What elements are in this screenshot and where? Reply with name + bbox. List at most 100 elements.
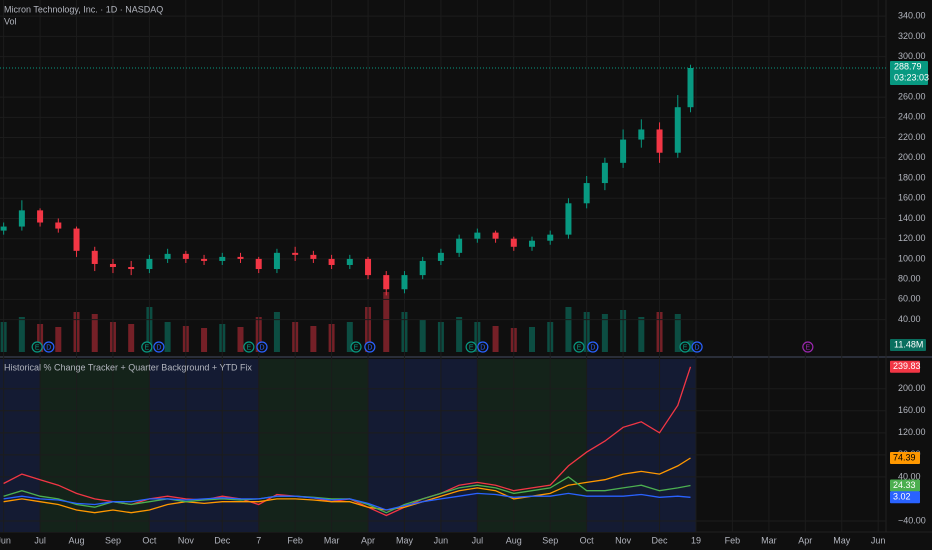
x-tick-label: Dec <box>214 535 231 545</box>
event-marker <box>43 341 55 353</box>
event-label: D <box>590 344 595 351</box>
volume-bar <box>565 307 572 352</box>
volume-bar <box>55 327 62 352</box>
volume-bar <box>529 327 536 352</box>
candle-body <box>73 228 80 251</box>
quarter-band <box>149 359 259 532</box>
volume-bar <box>383 292 390 352</box>
event-label: E <box>806 344 811 351</box>
series-badge-bg <box>890 491 920 504</box>
quarter-band <box>258 359 369 532</box>
volume-bar <box>237 327 244 352</box>
candle-body <box>620 139 627 163</box>
candle-body <box>201 258 208 261</box>
event-marker <box>587 341 599 353</box>
volume-label: Vol <box>4 16 17 26</box>
y-tick-label: −40.00 <box>898 515 926 525</box>
x-tick-label: Mar <box>324 535 340 545</box>
candle-body <box>456 238 463 253</box>
x-tick-label: Mar <box>761 535 777 545</box>
series-badge-bg <box>890 451 920 464</box>
x-tick-label: Oct <box>142 535 157 545</box>
event-marker <box>364 341 376 353</box>
x-tick-label: Jul <box>34 535 46 545</box>
candle-body <box>529 240 536 247</box>
event-marker <box>350 341 362 353</box>
series-badge: 24.33 <box>893 480 916 490</box>
series-badge: 74.39 <box>893 452 916 462</box>
labels: Micron Technology, Inc. · 1D · NASDAQ Vo… <box>0 4 929 545</box>
event-label: E <box>683 344 688 351</box>
x-tick-label: Apr <box>798 535 812 545</box>
x-tick-label: Jun <box>871 535 886 545</box>
x-tick-label: May <box>833 535 851 545</box>
x-tick-label: 7 <box>256 535 261 545</box>
volume-bar <box>273 312 280 352</box>
countdown: 03:23:03 <box>894 72 929 82</box>
series-line <box>3 492 691 511</box>
volume-bar <box>128 324 135 352</box>
volume-bar <box>346 322 353 352</box>
candle-body <box>91 250 98 264</box>
x-tick-label: Sep <box>542 535 558 545</box>
event-marker <box>153 341 165 353</box>
event-label: D <box>46 344 51 351</box>
event-label: E <box>577 344 582 351</box>
candle-body <box>638 129 645 140</box>
event-label: D <box>367 344 372 351</box>
last-price: 288.79 <box>894 61 922 71</box>
y-tick-label: 180.00 <box>898 172 926 182</box>
event-marker <box>573 341 585 353</box>
x-tick-label: Sep <box>105 535 121 545</box>
volume-badge-bg <box>890 339 926 351</box>
x-tick-label: Jun <box>0 535 11 545</box>
quarter-band <box>0 359 41 532</box>
x-tick-label: 19 <box>691 535 701 545</box>
grid <box>0 0 886 532</box>
event-marker <box>477 341 489 353</box>
y-tick-label: 260.00 <box>898 91 926 101</box>
x-tick-label: Aug <box>506 535 522 545</box>
volume-badge: 11.48M <box>894 339 923 349</box>
candle-body <box>109 263 116 268</box>
event-label: E <box>354 344 359 351</box>
y-tick-label: 120.00 <box>898 427 926 437</box>
candle-body <box>674 107 681 153</box>
volume-bar <box>456 317 463 352</box>
event-label: D <box>259 344 264 351</box>
marks <box>0 64 886 517</box>
candle-body <box>219 256 226 261</box>
x-tick-label: Oct <box>580 535 595 545</box>
x-tick-label: Jun <box>434 535 449 545</box>
backgrounds <box>0 292 696 532</box>
candle-body <box>401 275 408 290</box>
candle-body <box>656 129 663 153</box>
last-price-bg <box>890 60 928 85</box>
y-tick-label: 140.00 <box>898 213 926 223</box>
volume-bar <box>601 314 608 352</box>
candle-body <box>292 252 299 255</box>
volume-bar <box>164 322 171 352</box>
candle-body <box>510 238 517 247</box>
candle-body <box>18 210 25 227</box>
candle-body <box>37 210 44 223</box>
candle-body <box>128 267 135 270</box>
y-tick-label: 240.00 <box>898 112 926 122</box>
volume-bar <box>18 317 25 352</box>
y-tick-label: 200.00 <box>898 152 926 162</box>
event-label: E <box>469 344 474 351</box>
event-label: D <box>695 344 700 351</box>
y-tick-label: 160.00 <box>898 405 926 415</box>
x-tick-label: Feb <box>287 535 303 545</box>
volume-bar <box>638 317 645 352</box>
y-tick-label: 220.00 <box>898 132 926 142</box>
event-marker <box>141 341 153 353</box>
candle-body <box>273 252 280 270</box>
quarter-band <box>477 359 587 532</box>
series-line <box>3 457 691 514</box>
event-label: E <box>35 344 40 351</box>
y-tick-label: 100.00 <box>898 253 926 263</box>
series-badge: 239.83 <box>893 361 921 371</box>
event-marker <box>465 341 477 353</box>
